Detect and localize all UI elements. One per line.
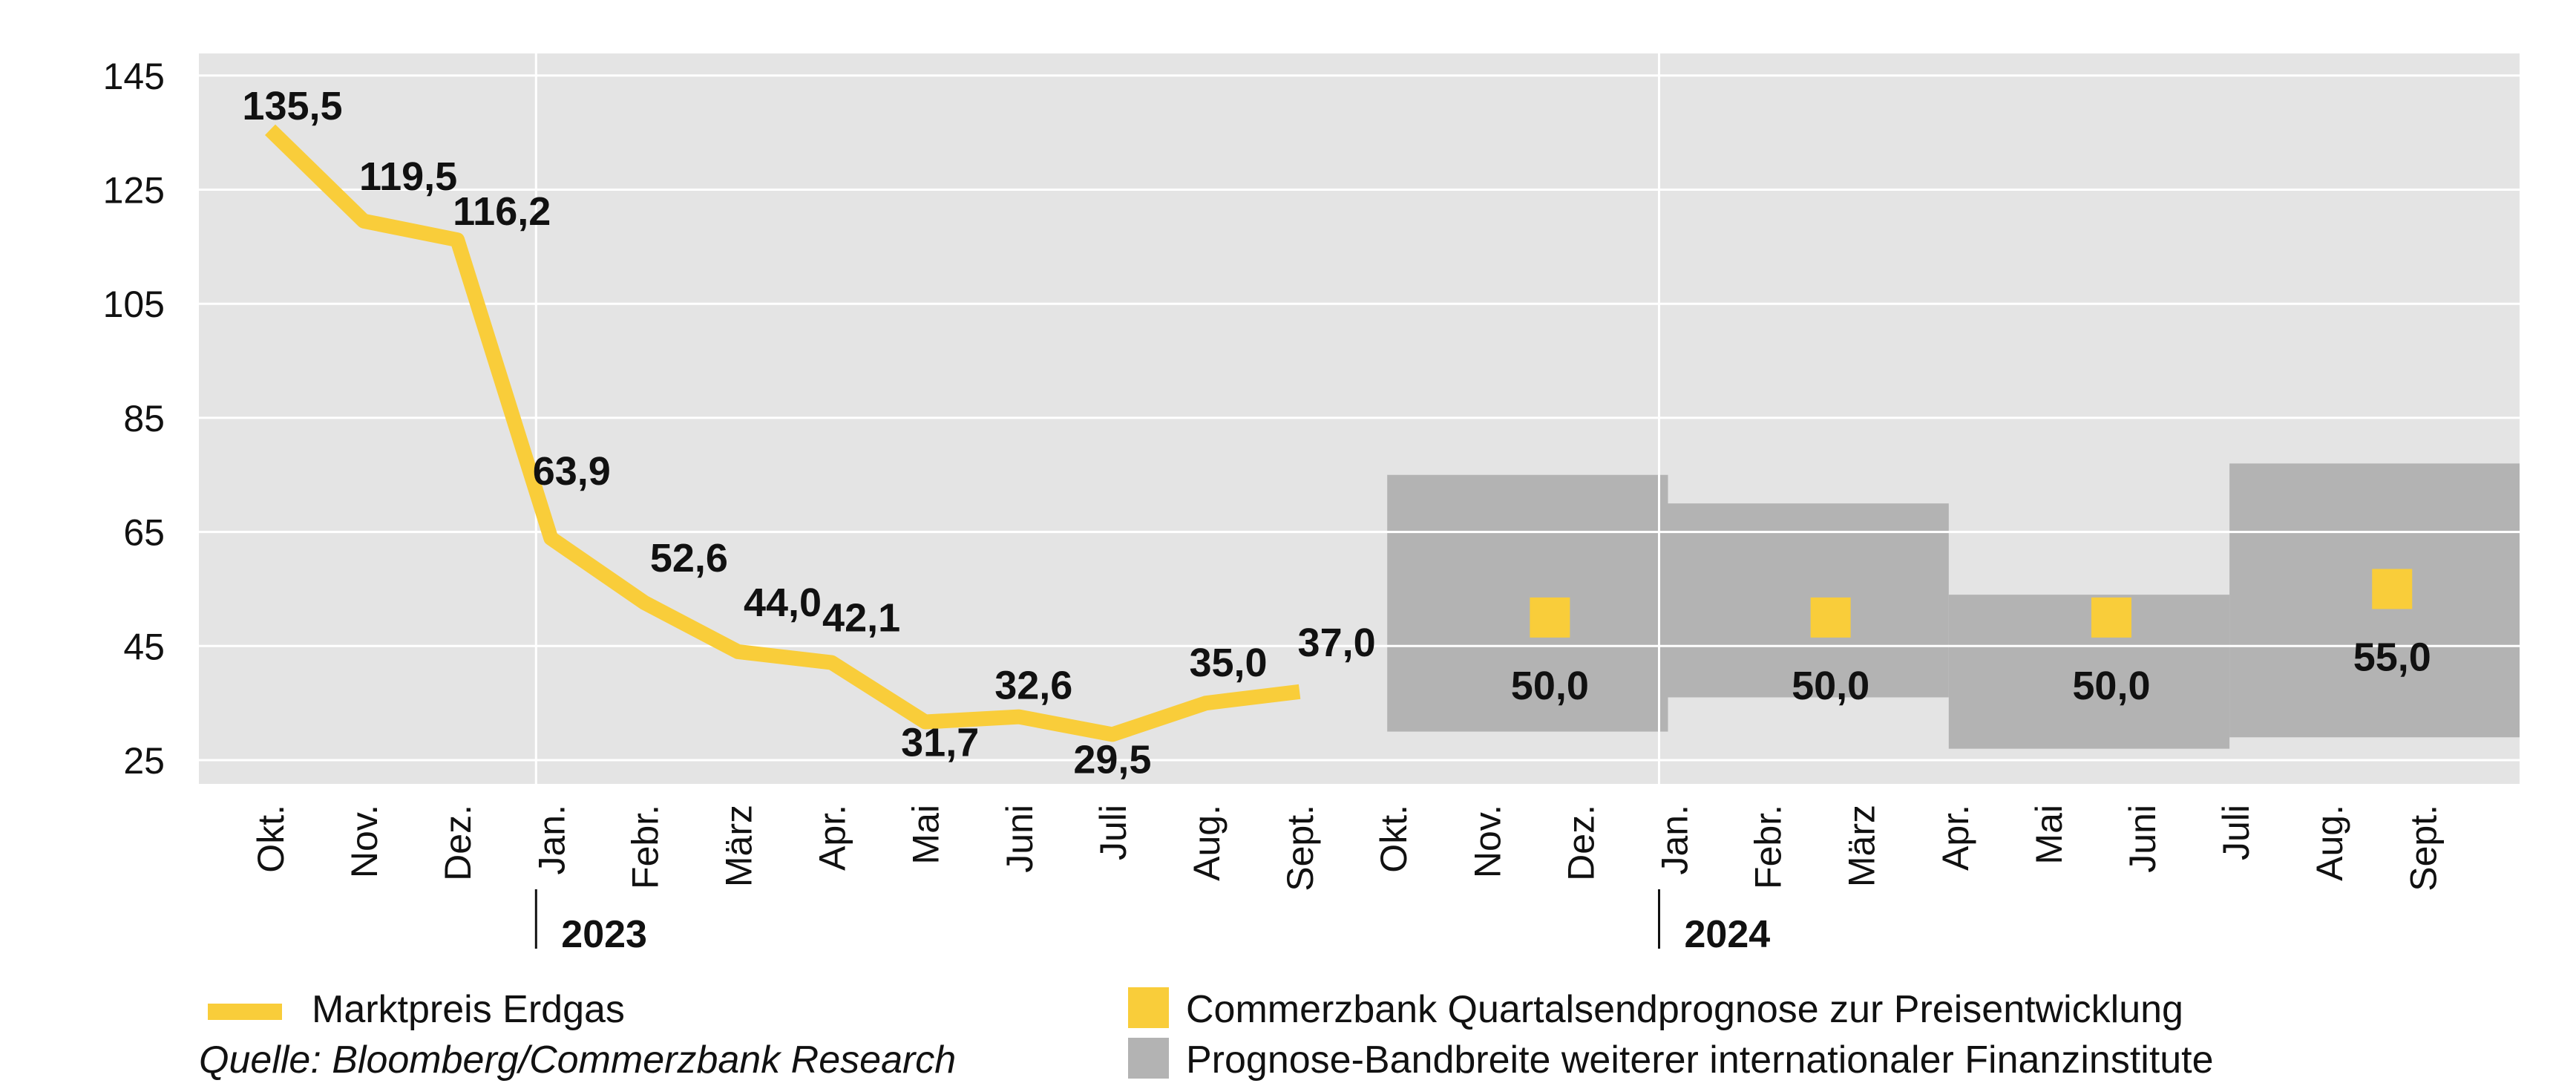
data-label: 119,5 (359, 154, 457, 199)
y-tick-label: 125 (103, 170, 165, 212)
forecast-label: 50,0 (1792, 664, 1869, 708)
year-markers: 2023 2024 (534, 889, 1771, 956)
data-label: 44,0 (744, 580, 822, 625)
y-tick-label: 25 (123, 740, 165, 782)
forecast-points (1530, 569, 2413, 638)
legend-line-label: Marktpreis Erdgas (312, 988, 625, 1031)
forecast-band-3 (1948, 595, 2230, 749)
forecast-point-2 (1810, 597, 1851, 638)
data-label: 37,0 (1298, 621, 1376, 665)
forecast-label: 50,0 (2072, 664, 2150, 708)
series-marktpreis-erdgas (265, 124, 1301, 742)
year-label: 2023 (561, 913, 647, 956)
legend-band-label: Prognose-Bandbreite weiterer internation… (1186, 1038, 2214, 1082)
data-label: 63,9 (533, 449, 611, 494)
x-tick-label: Juli (2215, 805, 2257, 860)
x-tick-label: Sept. (2402, 805, 2444, 892)
forecast-band-2 (1668, 503, 1949, 698)
data-label: 31,7 (901, 721, 979, 765)
x-tick-label: Dez. (437, 805, 479, 881)
y-tick-label: 45 (123, 626, 165, 667)
forecast-point-4 (2372, 569, 2413, 609)
legend-band-swatch (1128, 1038, 1169, 1079)
x-tick-label: Okt. (250, 805, 292, 873)
data-label: 116,2 (453, 189, 551, 234)
x-tick-label: Juli (1092, 805, 1134, 860)
x-axis-ticks: Okt. Nov. Dez. Jan. Febr. März Apr. Mai Juni Juli… (250, 805, 2444, 892)
x-tick-label: Apr. (812, 805, 853, 871)
data-label: 42,1 (822, 596, 900, 641)
data-label: 135,5 (242, 84, 342, 128)
x-tick-label: Apr. (1935, 805, 1976, 871)
gridlines (199, 53, 2520, 784)
y-tick-label: 145 (103, 56, 165, 97)
y-tick-label: 65 (123, 512, 165, 554)
y-axis-ticks: 25 45 65 85 105 125 145 (103, 56, 165, 782)
legend-forecast-label: Commerzbank Quartalsendprognose zur Prei… (1186, 988, 2183, 1031)
series-line-marktpreis-erdgas (265, 124, 1301, 742)
forecast-label: 50,0 (1511, 664, 1589, 708)
legend-line-swatch (208, 1004, 282, 1020)
x-tick-label: März (1841, 805, 1883, 887)
y-tick-label: 105 (103, 284, 165, 325)
legend-forecast-swatch (1128, 987, 1169, 1028)
x-tick-label: Febr. (1748, 805, 1789, 889)
data-label: 32,6 (994, 664, 1072, 708)
year-label: 2024 (1685, 913, 1771, 956)
x-tick-label: Aug. (1186, 805, 1228, 881)
x-tick-label: Juni (999, 805, 1040, 873)
x-tick-label: Sept. (1279, 805, 1321, 892)
x-tick-label: Okt. (1373, 805, 1415, 873)
y-tick-label: 85 (123, 398, 165, 439)
x-tick-label: Juni (2122, 805, 2163, 873)
forecast-point-1 (1530, 597, 1570, 638)
data-label: 29,5 (1073, 737, 1151, 782)
x-tick-label: Febr. (624, 805, 666, 889)
x-tick-label: Dez. (1560, 805, 1602, 881)
forecast-label: 55,0 (2353, 635, 2431, 679)
x-tick-label: Aug. (2309, 805, 2350, 881)
x-tick-label: Jan. (531, 805, 572, 875)
x-tick-label: März (718, 805, 760, 887)
forecast-point-3 (2091, 597, 2131, 638)
x-tick-label: Nov. (344, 805, 385, 878)
x-tick-label: Nov. (1466, 805, 1508, 878)
data-label: 52,6 (650, 536, 728, 580)
source-note: Quelle: Bloomberg/Commerzbank Research (199, 1038, 957, 1082)
data-label: 35,0 (1189, 641, 1267, 685)
x-tick-label: Jan. (1654, 805, 1696, 875)
x-tick-label: Mai (905, 805, 947, 865)
forecast-band-1 (1387, 474, 1668, 732)
x-tick-label: Mai (2028, 805, 2070, 865)
